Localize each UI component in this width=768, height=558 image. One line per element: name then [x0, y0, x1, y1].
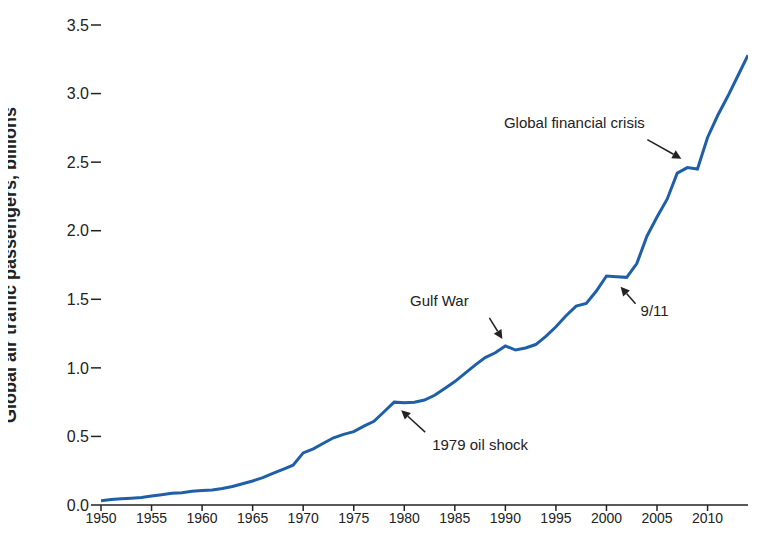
svg-text:Global financial crisis: Global financial crisis — [504, 114, 645, 131]
svg-text:2.5: 2.5 — [67, 154, 89, 171]
svg-text:3.0: 3.0 — [67, 85, 89, 102]
svg-text:2000: 2000 — [591, 510, 622, 526]
svg-text:1.0: 1.0 — [67, 360, 89, 377]
svg-text:1985: 1985 — [439, 510, 470, 526]
svg-text:2005: 2005 — [641, 510, 672, 526]
svg-text:1995: 1995 — [540, 510, 571, 526]
svg-text:2.0: 2.0 — [67, 222, 89, 239]
svg-text:Gulf War: Gulf War — [410, 292, 469, 309]
svg-text:1980: 1980 — [389, 510, 420, 526]
svg-text:1.5: 1.5 — [67, 291, 89, 308]
svg-text:1965: 1965 — [237, 510, 268, 526]
svg-text:0.0: 0.0 — [67, 497, 89, 514]
svg-text:1970: 1970 — [288, 510, 319, 526]
svg-text:Global air traffic passengers,: Global air traffic passengers, billions — [8, 107, 20, 423]
svg-text:1990: 1990 — [490, 510, 521, 526]
svg-text:2010: 2010 — [692, 510, 723, 526]
svg-text:1960: 1960 — [187, 510, 218, 526]
svg-text:1979 oil shock: 1979 oil shock — [432, 436, 528, 453]
svg-text:9/11: 9/11 — [641, 302, 669, 319]
svg-text:1955: 1955 — [136, 510, 167, 526]
svg-text:0.5: 0.5 — [67, 428, 89, 445]
svg-text:3.5: 3.5 — [67, 17, 89, 34]
svg-text:1975: 1975 — [338, 510, 369, 526]
svg-text:1950: 1950 — [85, 510, 116, 526]
